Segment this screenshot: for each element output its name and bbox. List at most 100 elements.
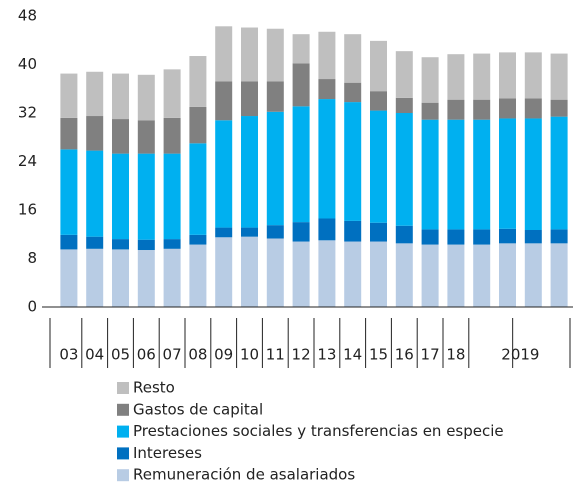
bar-segment (318, 240, 336, 307)
x-tick-label: 06 (137, 346, 156, 364)
bar-segment (292, 34, 310, 64)
y-tick-label: 8 (27, 249, 37, 267)
bar-segment (344, 34, 362, 83)
bar-segment (241, 81, 258, 117)
bar-segment (86, 236, 104, 249)
bar-segment (241, 27, 258, 82)
bar-segment (550, 243, 568, 307)
y-tick-label: 48 (18, 7, 37, 25)
bar-segment (395, 97, 413, 113)
bar-segment (499, 98, 516, 119)
x-tick-label: 15 (369, 346, 388, 364)
legend-label: Intereses (133, 444, 202, 462)
bar-segment (189, 106, 207, 144)
bar-segment (318, 218, 336, 241)
bar-segment (241, 116, 258, 228)
bar-segment (215, 227, 233, 238)
bar-segment (292, 241, 310, 307)
bar-segment (60, 73, 78, 118)
bar-segment (447, 229, 465, 245)
bar-segment (189, 143, 207, 235)
bar-segment (163, 153, 181, 240)
legend-swatch (117, 469, 129, 482)
bar-segment (86, 71, 104, 117)
bar-segment (524, 118, 542, 231)
bar-segment (473, 244, 491, 307)
bar-segment (189, 244, 207, 307)
bar-segment (473, 53, 491, 100)
bar-segment (215, 120, 233, 228)
bar-segment (524, 52, 542, 99)
bar-segment (370, 91, 387, 111)
bar-segment (370, 110, 387, 223)
bar-segment (318, 79, 336, 100)
bar-segment (421, 57, 439, 103)
bar-segment (137, 153, 155, 240)
x-tick-label: 11 (266, 346, 285, 364)
bar-segment (112, 153, 129, 240)
legend-swatch (117, 403, 129, 416)
bar-segment (344, 241, 362, 307)
bar-segment (421, 244, 439, 307)
bar-segment (344, 102, 362, 221)
x-tick-label: 13 (317, 346, 336, 364)
bar-segment (447, 99, 465, 120)
x-tick-label: 03 (59, 346, 78, 364)
x-tick-label: 18 (446, 346, 465, 364)
bar-segment (86, 116, 104, 151)
legend-label: Remuneración de asalariados (133, 466, 355, 484)
bar-segment (421, 229, 439, 245)
bar-segment (344, 82, 362, 103)
bar-segment (137, 239, 155, 251)
bar-segment (473, 229, 491, 245)
bar-segment (137, 74, 155, 121)
bar-segment (318, 31, 336, 80)
bar-segment (137, 120, 155, 154)
bar-segment (266, 225, 284, 239)
bar-segment (370, 40, 387, 92)
bar-segment (215, 237, 233, 307)
legend-label: Prestaciones sociales y transferencias e… (133, 422, 504, 440)
bar-segment (524, 98, 542, 119)
bar-segment (447, 119, 465, 230)
bar-segment (266, 111, 284, 226)
legend-swatch (117, 425, 129, 438)
bar-segment (137, 250, 155, 307)
bar-segment (550, 116, 568, 230)
bar-segment (292, 63, 310, 107)
bar-segment (86, 248, 104, 307)
bar-segment (292, 222, 310, 242)
x-tick-label: 10 (240, 346, 259, 364)
bar-segment (86, 150, 104, 237)
x-tick-label: 2019 (501, 346, 539, 364)
bar-segment (266, 81, 284, 112)
x-tick-label: 16 (395, 346, 414, 364)
bar-segment (163, 239, 181, 249)
y-tick-label: 24 (18, 152, 37, 170)
legend-label: Resto (133, 379, 175, 397)
bar-segment (112, 239, 129, 250)
legend-label: Gastos de capital (133, 400, 263, 418)
bar-segment (550, 99, 568, 117)
bar-segment (112, 249, 129, 307)
bar-segment (370, 241, 387, 307)
bar-segment (215, 26, 233, 82)
y-tick-label: 40 (18, 55, 37, 73)
bar-segment (395, 225, 413, 244)
bar-segment (189, 234, 207, 245)
x-tick-label: 08 (188, 346, 207, 364)
bar-segment (163, 69, 181, 118)
bar-segment (395, 243, 413, 307)
bar-segment (473, 119, 491, 230)
x-tick-label: 12 (292, 346, 311, 364)
bar-segment (241, 227, 258, 237)
bar-segment (60, 149, 78, 235)
bar-segment (421, 119, 439, 230)
bar-segment (524, 243, 542, 307)
legend-swatch (117, 382, 129, 394)
bar-segment (60, 234, 78, 250)
y-tick-label: 32 (18, 104, 37, 122)
bar-segment (421, 102, 439, 120)
bar-segment (395, 51, 413, 98)
